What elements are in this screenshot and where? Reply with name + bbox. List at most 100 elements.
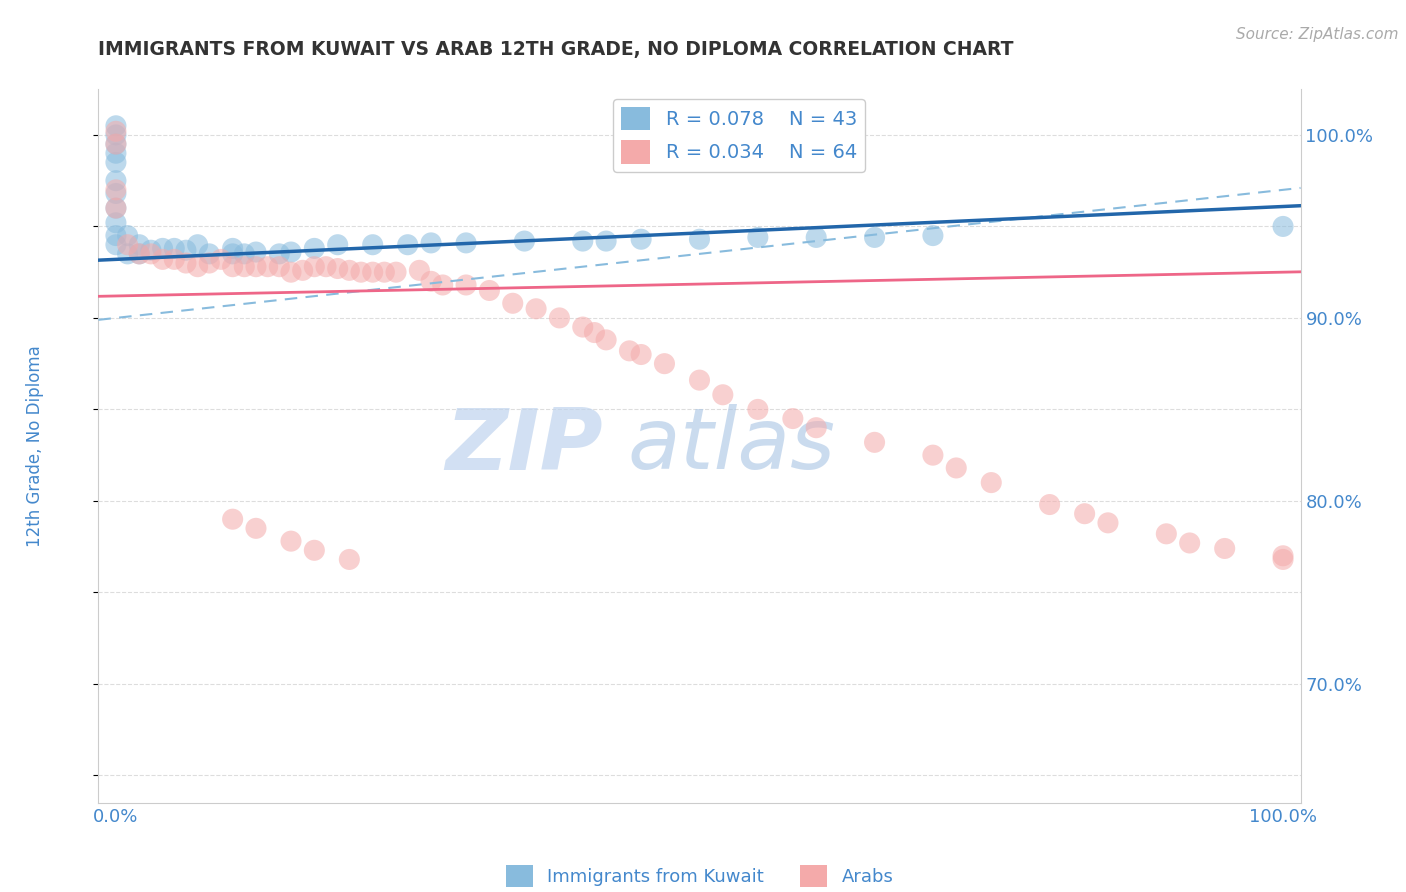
Point bbox=[863, 435, 886, 450]
Point bbox=[373, 265, 395, 279]
Point bbox=[163, 241, 186, 255]
Point bbox=[689, 373, 711, 387]
Point bbox=[128, 237, 150, 252]
Point bbox=[221, 241, 243, 255]
Point bbox=[630, 232, 652, 246]
Point bbox=[396, 237, 419, 252]
Point bbox=[104, 119, 127, 133]
Point bbox=[117, 247, 139, 261]
Point bbox=[152, 252, 174, 267]
Point bbox=[513, 234, 536, 248]
Point bbox=[104, 237, 127, 252]
Point bbox=[583, 326, 606, 340]
Point bbox=[385, 265, 408, 279]
Point bbox=[104, 146, 127, 161]
Point bbox=[747, 402, 769, 417]
Point bbox=[420, 274, 443, 288]
Point bbox=[1272, 219, 1295, 234]
Point bbox=[1156, 526, 1178, 541]
Point bbox=[922, 228, 945, 243]
Point bbox=[571, 320, 593, 334]
Point bbox=[361, 237, 384, 252]
Point bbox=[326, 237, 349, 252]
Point bbox=[117, 237, 139, 252]
Point bbox=[104, 186, 127, 201]
Point bbox=[806, 420, 828, 434]
Legend: Immigrants from Kuwait, Arabs: Immigrants from Kuwait, Arabs bbox=[498, 858, 901, 892]
Point bbox=[595, 234, 617, 248]
Point bbox=[337, 552, 360, 566]
Point bbox=[269, 260, 291, 274]
Point bbox=[221, 247, 243, 261]
Point bbox=[104, 137, 127, 152]
Point bbox=[326, 261, 349, 276]
Point bbox=[711, 388, 734, 402]
Y-axis label: 12th Grade, No Diploma: 12th Grade, No Diploma bbox=[27, 345, 45, 547]
Point bbox=[1178, 536, 1201, 550]
Point bbox=[233, 247, 256, 261]
Point bbox=[104, 174, 127, 188]
Point bbox=[689, 232, 711, 246]
Point bbox=[280, 265, 302, 279]
Point bbox=[454, 235, 477, 250]
Point bbox=[619, 343, 641, 358]
Point bbox=[747, 230, 769, 244]
Point bbox=[291, 263, 314, 277]
Point bbox=[198, 256, 221, 270]
Point bbox=[117, 228, 139, 243]
Point bbox=[1073, 507, 1095, 521]
Point bbox=[337, 263, 360, 277]
Point bbox=[654, 357, 676, 371]
Point bbox=[571, 234, 593, 248]
Text: IMMIGRANTS FROM KUWAIT VS ARAB 12TH GRADE, NO DIPLOMA CORRELATION CHART: IMMIGRANTS FROM KUWAIT VS ARAB 12TH GRAD… bbox=[98, 40, 1014, 59]
Point bbox=[420, 235, 443, 250]
Point bbox=[595, 333, 617, 347]
Text: Source: ZipAtlas.com: Source: ZipAtlas.com bbox=[1236, 27, 1399, 42]
Point bbox=[163, 252, 186, 267]
Point bbox=[104, 228, 127, 243]
Point bbox=[198, 247, 221, 261]
Point bbox=[104, 201, 127, 215]
Point bbox=[863, 230, 886, 244]
Point bbox=[104, 201, 127, 215]
Point bbox=[128, 247, 150, 261]
Point bbox=[174, 244, 197, 258]
Point bbox=[1213, 541, 1236, 556]
Point bbox=[152, 241, 174, 255]
Point bbox=[524, 301, 547, 316]
Point bbox=[806, 230, 828, 244]
Point bbox=[945, 461, 967, 475]
Point bbox=[630, 347, 652, 361]
Point bbox=[245, 521, 267, 535]
Point bbox=[1272, 549, 1295, 563]
Point bbox=[478, 284, 501, 298]
Point bbox=[502, 296, 524, 310]
Point bbox=[221, 512, 243, 526]
Point bbox=[209, 252, 232, 267]
Text: atlas: atlas bbox=[627, 404, 835, 488]
Point bbox=[221, 260, 243, 274]
Point bbox=[1039, 498, 1062, 512]
Point bbox=[1272, 552, 1295, 566]
Point bbox=[104, 183, 127, 197]
Point bbox=[361, 265, 384, 279]
Point bbox=[139, 244, 162, 258]
Point bbox=[350, 265, 373, 279]
Point bbox=[782, 411, 804, 425]
Point bbox=[280, 245, 302, 260]
Point bbox=[104, 216, 127, 230]
Point bbox=[304, 260, 326, 274]
Point bbox=[245, 260, 267, 274]
Text: ZIP: ZIP bbox=[446, 404, 603, 488]
Point bbox=[432, 277, 454, 292]
Point bbox=[104, 155, 127, 169]
Point bbox=[980, 475, 1002, 490]
Point bbox=[245, 245, 267, 260]
Point bbox=[174, 256, 197, 270]
Point bbox=[233, 260, 256, 274]
Point bbox=[280, 534, 302, 549]
Point bbox=[104, 128, 127, 142]
Point bbox=[269, 247, 291, 261]
Point bbox=[922, 448, 945, 462]
Point bbox=[104, 137, 127, 152]
